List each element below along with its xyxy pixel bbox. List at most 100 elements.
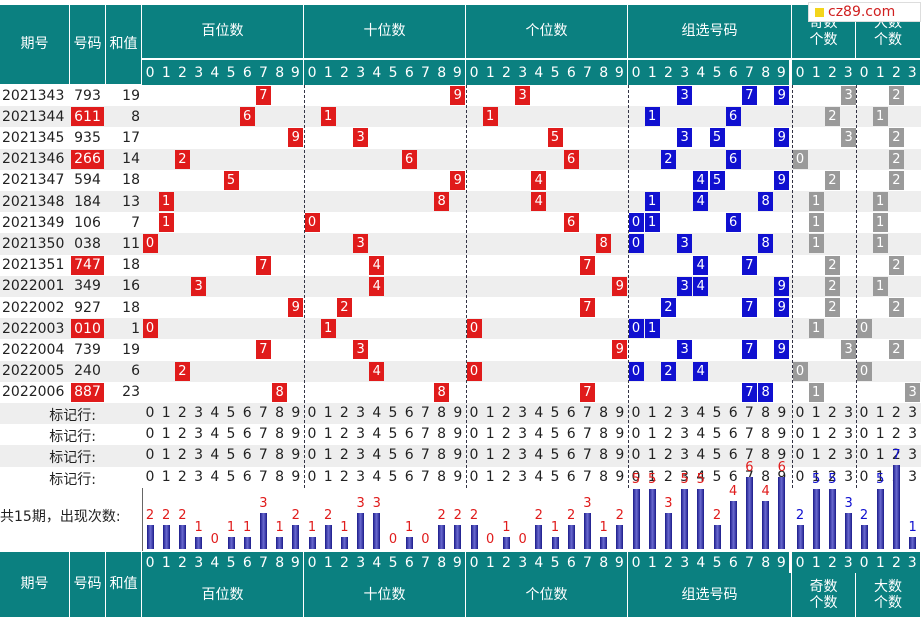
number-cell: 240 [74, 363, 101, 380]
header-period: 期号 [0, 5, 70, 85]
mark-digit: 3 [844, 468, 854, 485]
mark-digit: 0 [631, 468, 641, 485]
header-big-digit-2: 2 [888, 60, 905, 85]
count-label: 3 [259, 496, 268, 511]
count-bar [812, 489, 820, 549]
count-bar [909, 537, 917, 549]
mark-digit: 2 [891, 405, 901, 421]
header-odd-digit-2: 2 [824, 60, 841, 85]
mark-digit: 7 [582, 468, 592, 485]
mark-digit: 7 [582, 447, 592, 464]
mark-digit: 0 [631, 447, 641, 464]
mark-digit: 3 [356, 447, 366, 464]
count-bar [845, 513, 853, 549]
mark-digit: 8 [761, 426, 771, 443]
period-cell: 2021350 [2, 235, 65, 252]
group-marker: 2 [660, 361, 676, 381]
units-marker: 1 [482, 107, 498, 127]
mark-digit: 0 [145, 405, 155, 421]
footer-tens-digit-6: 6 [401, 552, 418, 573]
big-marker: 1 [872, 234, 888, 254]
count-label: 2 [162, 508, 171, 523]
mark-digit: 7 [582, 405, 592, 421]
mark-digit: 6 [242, 447, 252, 464]
mark-digit: 0 [307, 447, 317, 464]
count-bar [195, 537, 203, 549]
count-bar [276, 537, 284, 549]
mark-digit: 0 [469, 405, 479, 421]
mark-digit: 1 [647, 447, 657, 464]
number-cell: 793 [74, 87, 101, 104]
mark-digit: 4 [372, 426, 382, 443]
period-cell: 2021349 [2, 214, 65, 231]
count-label: 1 [340, 520, 349, 535]
mark-digit: 1 [485, 405, 495, 421]
stats-divider [142, 487, 143, 551]
mark-digit: 8 [761, 468, 771, 485]
group-marker: 3 [677, 276, 693, 296]
logo-text: cz89.com [828, 4, 896, 20]
mark-digit: 9 [291, 468, 301, 485]
row-bg [0, 318, 921, 340]
header-group-digit-6: 6 [725, 60, 742, 85]
mark-digit: 3 [518, 426, 528, 443]
mark-digit: 4 [696, 405, 706, 421]
period-cell: 2022003 [2, 320, 65, 337]
sum-cell: 18 [122, 172, 140, 189]
mark-digit: 2 [501, 405, 511, 421]
footer-big-digit-0: 0 [856, 552, 873, 573]
row-bg [0, 106, 921, 128]
mark-digit: 9 [777, 405, 787, 421]
group-marker: 7 [741, 382, 757, 402]
count-bar [616, 525, 624, 549]
big-marker: 1 [872, 276, 888, 296]
count-bar [567, 525, 575, 549]
mark-digit: 3 [356, 426, 366, 443]
count-label: 0 [388, 532, 398, 547]
mark-row-label: 标记行: [49, 471, 96, 488]
header-units-digit-9: 9 [611, 60, 628, 85]
odd-marker: 3 [841, 86, 857, 105]
tens-marker: 8 [434, 382, 450, 402]
mark-row-bg [0, 445, 921, 467]
number-cell: 038 [74, 235, 101, 252]
group-marker: 7 [741, 298, 757, 317]
mark-digit: 5 [712, 468, 722, 485]
footer-group: 组选号码 [628, 573, 792, 618]
big-marker: 2 [888, 86, 904, 105]
sum-cell: 18 [122, 257, 140, 274]
footer-number: 号码 [70, 552, 106, 618]
count-bar [340, 537, 348, 549]
big-marker: 2 [888, 170, 904, 190]
group-marker: 2 [660, 298, 676, 317]
group-marker: 1 [644, 213, 660, 233]
count-label: 1 [194, 520, 203, 535]
number-cell: 349 [74, 278, 101, 295]
group-marker: 1 [644, 192, 660, 211]
hundreds-marker: 7 [255, 86, 271, 105]
mark-digit: 0 [795, 468, 805, 485]
big-marker: 3 [905, 382, 921, 402]
mark-digit: 0 [795, 426, 805, 443]
group-marker: 9 [774, 128, 790, 148]
count-bar [243, 537, 251, 549]
mark-digit: 5 [712, 447, 722, 464]
mark-digit: 1 [811, 426, 821, 443]
site-logo[interactable]: cz89.com [808, 2, 921, 22]
mark-digit: 0 [859, 426, 869, 443]
mark-digit: 5 [388, 426, 398, 443]
mark-digit: 9 [777, 426, 787, 443]
group-marker: 1 [644, 319, 660, 339]
count-label: 5 [631, 472, 641, 487]
mark-digit: 5 [712, 405, 722, 421]
count-bar [470, 525, 478, 549]
group-marker: 9 [774, 170, 790, 190]
count-bar [632, 489, 640, 549]
count-label: 4 [761, 484, 770, 499]
odd-marker: 1 [808, 213, 824, 233]
footer-group-digit-2: 2 [660, 552, 677, 573]
footer-tens-digit-9: 9 [449, 552, 466, 573]
footer-group-digit-4: 4 [692, 552, 709, 573]
count-label: 3 [372, 496, 381, 511]
count-label: 3 [583, 496, 592, 511]
